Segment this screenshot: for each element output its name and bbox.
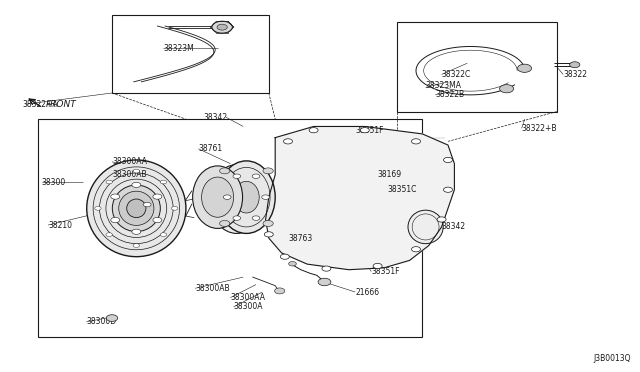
Circle shape <box>153 194 162 199</box>
Circle shape <box>106 315 118 321</box>
Polygon shape <box>266 126 454 270</box>
Bar <box>112 15 269 93</box>
Circle shape <box>284 139 292 144</box>
Text: 38322C: 38322C <box>442 70 471 79</box>
Circle shape <box>133 169 140 173</box>
Circle shape <box>412 139 420 144</box>
Circle shape <box>132 229 141 234</box>
Text: 21666: 21666 <box>355 288 380 296</box>
Text: 38300A: 38300A <box>234 302 263 311</box>
Ellipse shape <box>127 199 146 218</box>
Circle shape <box>106 180 113 184</box>
Text: 38351F: 38351F <box>371 267 400 276</box>
Ellipse shape <box>408 210 444 244</box>
Circle shape <box>412 247 420 252</box>
Ellipse shape <box>218 161 275 234</box>
Circle shape <box>570 62 580 68</box>
Text: 38342: 38342 <box>203 113 227 122</box>
Text: 38322+A: 38322+A <box>22 100 58 109</box>
Text: 38300AB: 38300AB <box>112 170 147 179</box>
Circle shape <box>444 157 452 163</box>
Circle shape <box>309 128 318 133</box>
Ellipse shape <box>202 177 234 217</box>
Text: FRONT: FRONT <box>46 100 77 109</box>
Circle shape <box>444 187 452 192</box>
Circle shape <box>233 216 241 220</box>
Text: 38342: 38342 <box>442 222 466 231</box>
Circle shape <box>111 217 120 222</box>
Text: 38210: 38210 <box>48 221 72 230</box>
Circle shape <box>500 85 514 93</box>
Text: 38300D: 38300D <box>86 317 116 326</box>
Circle shape <box>263 221 273 227</box>
Text: 38763: 38763 <box>288 234 312 243</box>
Circle shape <box>106 233 113 237</box>
Text: J3B0013Q: J3B0013Q <box>593 354 630 363</box>
Text: 38169: 38169 <box>378 170 402 179</box>
Circle shape <box>160 180 166 184</box>
Circle shape <box>160 233 166 237</box>
Text: 38300AB: 38300AB <box>195 284 230 293</box>
Circle shape <box>322 266 331 271</box>
Text: 38351C: 38351C <box>387 185 417 194</box>
Circle shape <box>153 217 162 222</box>
Circle shape <box>217 24 227 30</box>
Ellipse shape <box>119 191 154 225</box>
Text: 38351F: 38351F <box>355 126 384 135</box>
Circle shape <box>133 244 140 247</box>
Text: 38323M: 38323M <box>163 44 194 53</box>
Circle shape <box>111 194 120 199</box>
Circle shape <box>220 168 230 174</box>
Text: 38323MA: 38323MA <box>426 81 461 90</box>
Circle shape <box>373 263 382 269</box>
Ellipse shape <box>210 164 264 234</box>
Circle shape <box>233 174 241 179</box>
Ellipse shape <box>87 160 186 257</box>
Circle shape <box>264 232 273 237</box>
Text: 38322+B: 38322+B <box>522 124 557 133</box>
Circle shape <box>252 174 260 179</box>
Circle shape <box>223 195 231 199</box>
Text: 38300: 38300 <box>42 178 66 187</box>
Ellipse shape <box>193 166 243 228</box>
Circle shape <box>518 64 532 73</box>
Circle shape <box>132 182 141 187</box>
Circle shape <box>252 216 260 220</box>
Circle shape <box>318 278 331 286</box>
Circle shape <box>143 202 151 207</box>
Circle shape <box>262 195 269 199</box>
Ellipse shape <box>113 185 160 231</box>
Circle shape <box>212 21 232 33</box>
Text: 38322: 38322 <box>563 70 588 79</box>
Circle shape <box>172 206 178 210</box>
Circle shape <box>263 168 273 174</box>
Text: 38300AA: 38300AA <box>230 293 266 302</box>
Circle shape <box>360 128 369 133</box>
Text: 38761: 38761 <box>198 144 223 153</box>
Circle shape <box>95 206 101 210</box>
Text: 38300AA: 38300AA <box>112 157 147 166</box>
Bar <box>397 22 557 112</box>
Circle shape <box>275 288 285 294</box>
Bar <box>38 119 422 337</box>
Circle shape <box>437 217 446 222</box>
Circle shape <box>220 221 230 227</box>
Text: 38322B: 38322B <box>435 90 465 99</box>
Circle shape <box>289 262 296 266</box>
Circle shape <box>280 254 289 259</box>
Ellipse shape <box>234 181 259 213</box>
